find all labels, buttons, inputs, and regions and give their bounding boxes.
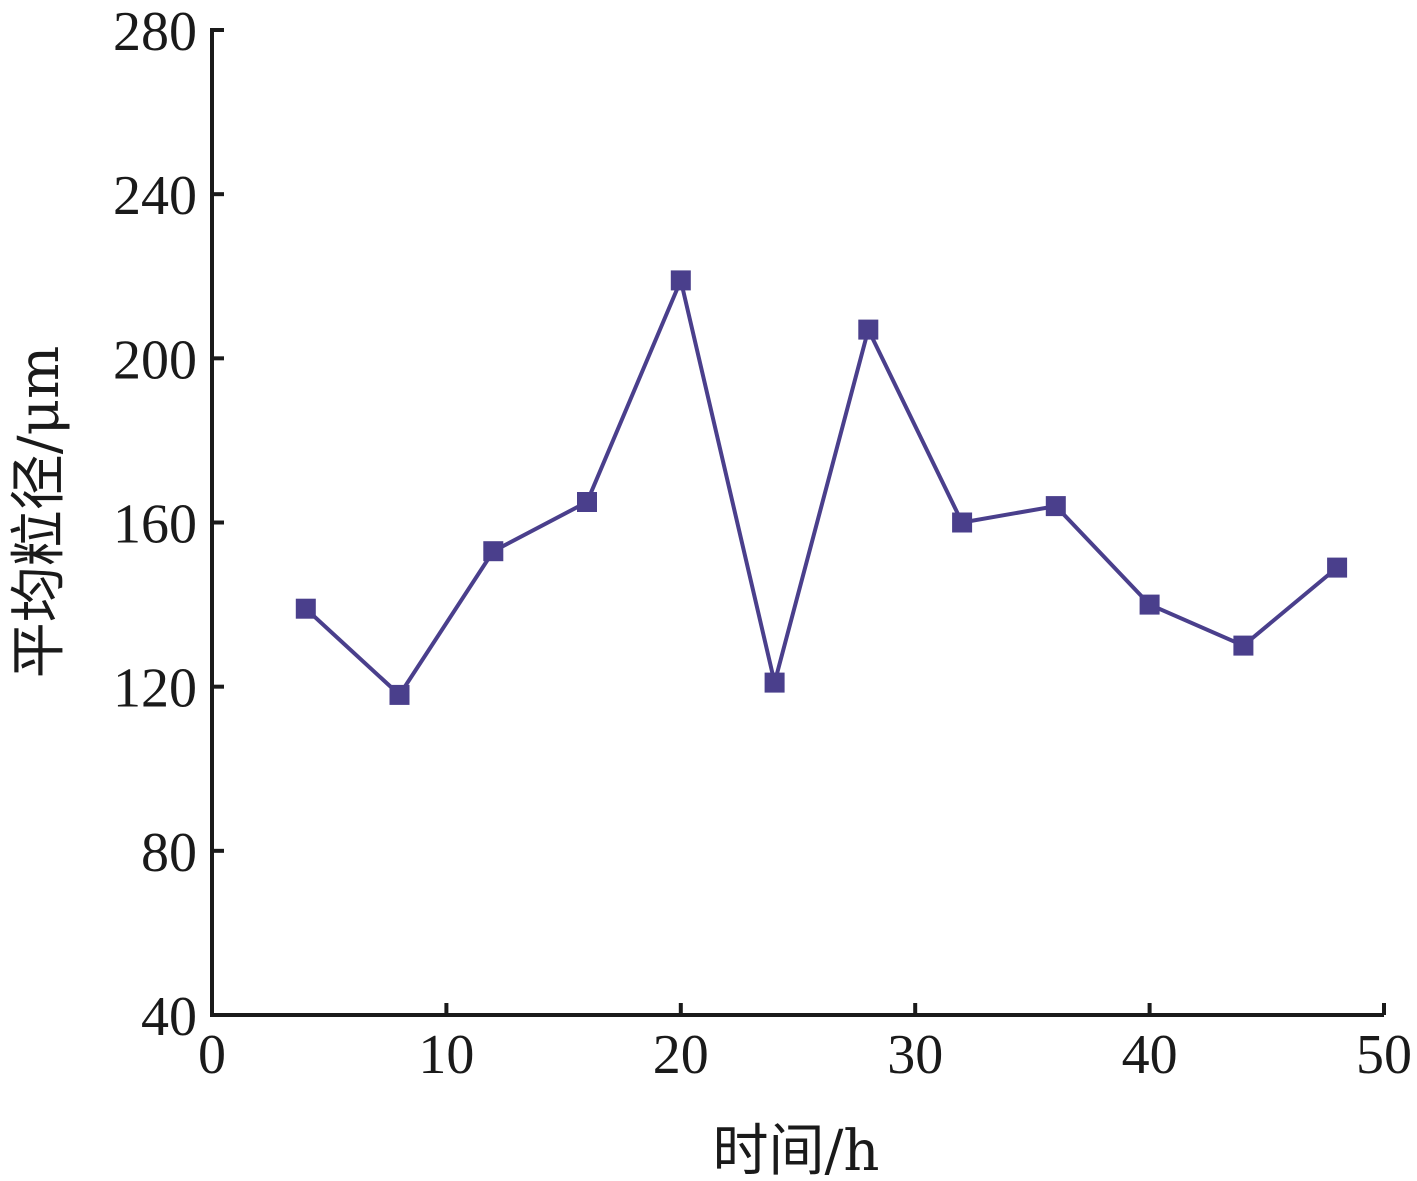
ticks: 40 80 120 160 200 240 280 0 10 20 30 40 50 [113, 1, 1412, 1086]
data-point-marker [858, 319, 879, 340]
y-tick-label: 160 [113, 494, 197, 556]
x-axis-title: 时间/h [713, 1119, 880, 1181]
series-line [304, 273, 1339, 698]
x-tick-label: 30 [887, 1024, 943, 1086]
y-axis-title: 平均粒径/μm [7, 346, 72, 678]
x-tick-label: 40 [1122, 1024, 1178, 1086]
x-tick-label: 50 [1356, 1024, 1412, 1086]
data-point-marker [1327, 557, 1348, 578]
data-point-marker [952, 512, 973, 533]
y-tick-label: 280 [113, 1, 197, 63]
axes [210, 28, 1384, 1017]
data-point-marker [764, 672, 785, 693]
data-point-marker [1045, 496, 1066, 517]
x-tick-label: 0 [198, 1024, 226, 1086]
y-tick-label: 120 [113, 658, 197, 720]
x-tick-label: 20 [653, 1024, 709, 1086]
data-point-marker [670, 270, 691, 291]
y-tick-label: 200 [113, 329, 197, 391]
data-point-marker [577, 492, 597, 512]
y-tick-label: 240 [113, 165, 197, 227]
data-point-marker [389, 684, 410, 705]
data-point-marker [1233, 635, 1254, 656]
data-point-marker [295, 598, 316, 619]
data-point-marker [483, 541, 504, 562]
series [295, 270, 1348, 705]
x-tick-label: 10 [418, 1024, 474, 1086]
y-tick-label: 40 [141, 986, 197, 1048]
data-point-marker [1139, 594, 1160, 615]
y-tick-label: 80 [141, 822, 197, 884]
